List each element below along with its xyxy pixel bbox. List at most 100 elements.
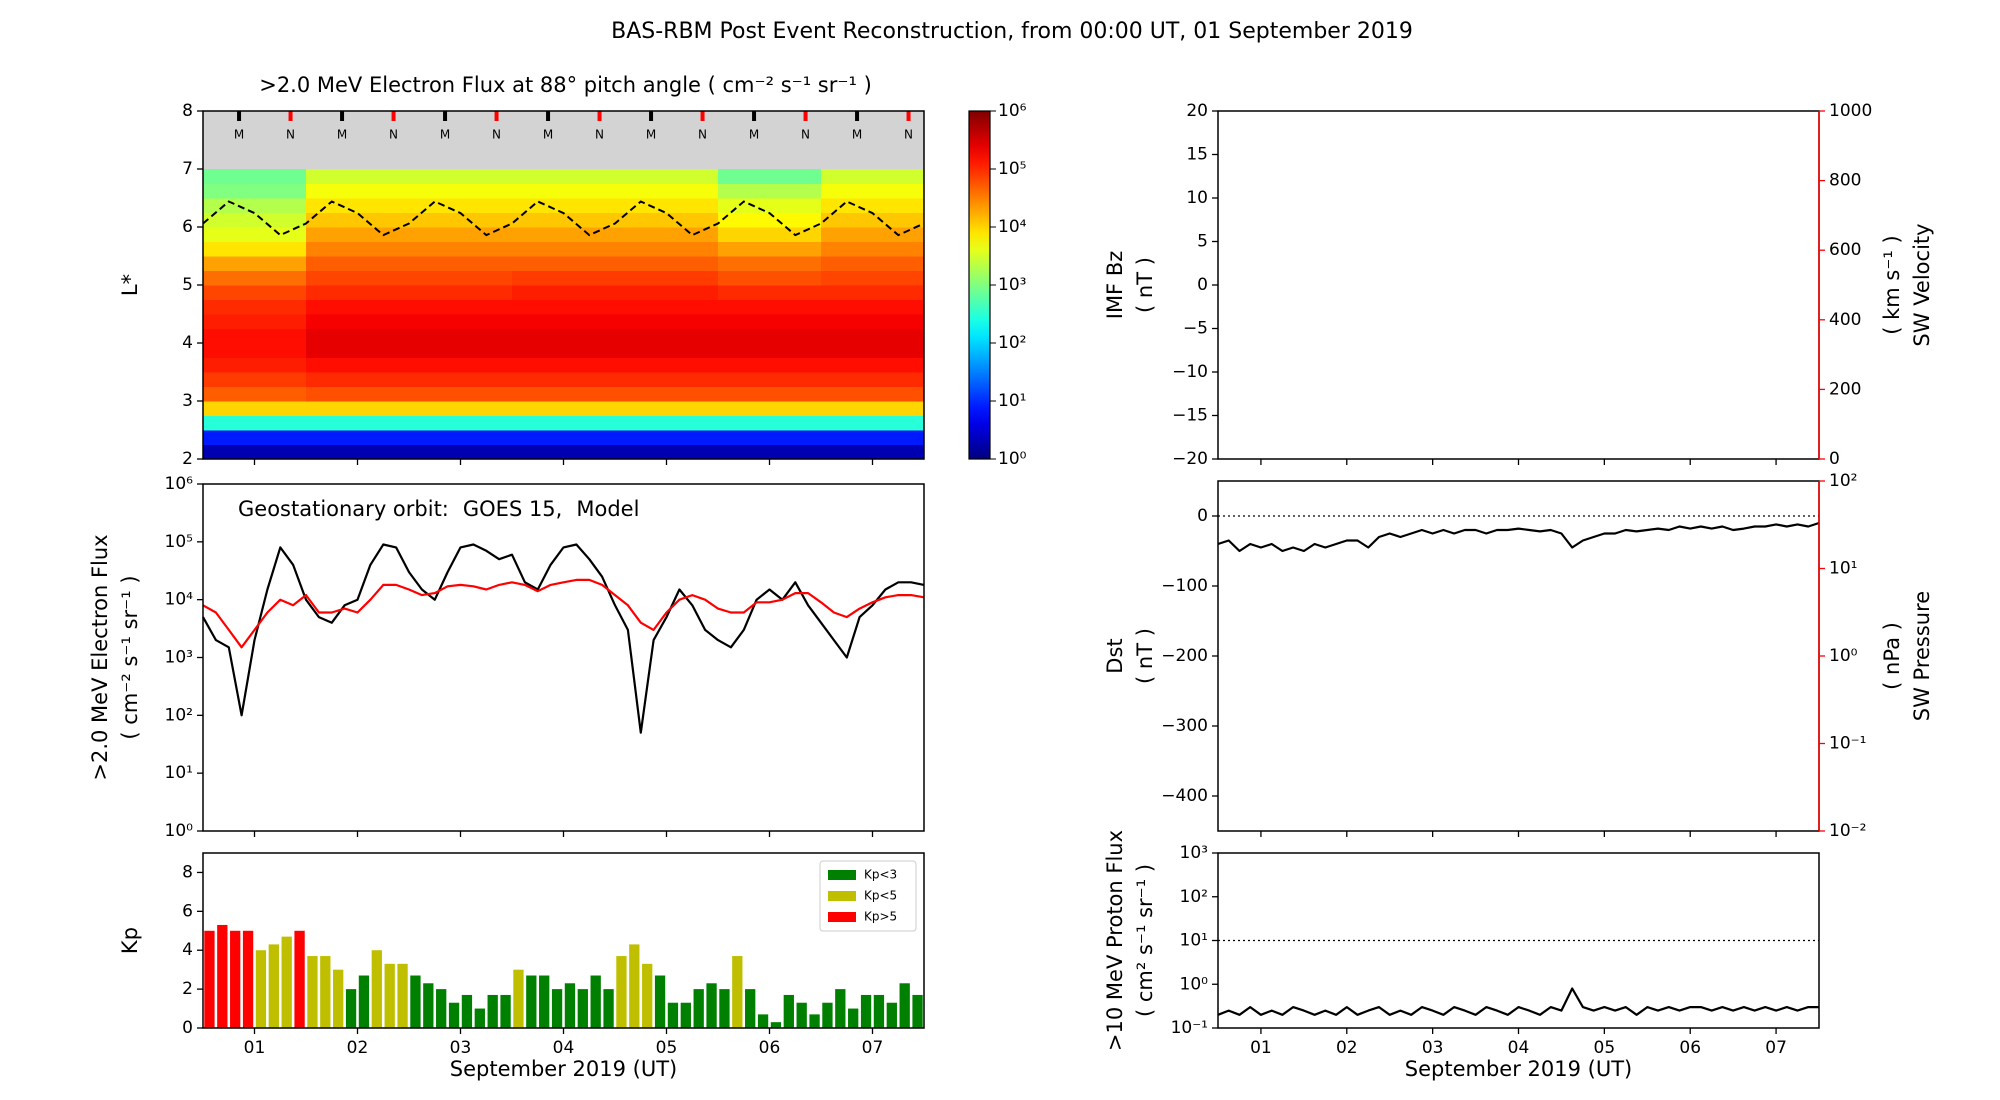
heatmap-cell bbox=[409, 343, 513, 359]
plot-area bbox=[203, 484, 924, 831]
heatmap-cell bbox=[306, 357, 410, 373]
kp-bar bbox=[590, 975, 601, 1028]
heatmap-cell bbox=[512, 372, 616, 388]
heatmap-cell bbox=[718, 241, 822, 257]
y2-axis-label: SW Velocity bbox=[1910, 223, 1934, 346]
heatmap-cell bbox=[409, 212, 513, 228]
kp-bar bbox=[358, 975, 370, 1028]
colorbar-tick-label: 10⁰ bbox=[998, 449, 1027, 469]
kp-bar bbox=[461, 994, 473, 1028]
data-line bbox=[1217, 987, 1819, 1016]
y-tick-label: 5 bbox=[1197, 232, 1208, 252]
heatmap-cell bbox=[821, 386, 925, 402]
kp-bar bbox=[268, 944, 279, 1028]
colorbar-tick-label: 10⁵ bbox=[998, 159, 1026, 179]
kp-bar bbox=[204, 930, 215, 1028]
heatmap-cell bbox=[306, 372, 410, 388]
mlt-label: M bbox=[440, 128, 450, 142]
panel-title: >2.0 MeV Electron Flux at 88° pitch angl… bbox=[259, 73, 872, 97]
heatmap-cell bbox=[718, 270, 822, 286]
heatmap-cell bbox=[821, 198, 925, 214]
plot-area bbox=[1218, 481, 1819, 831]
y-tick-label: −400 bbox=[1161, 786, 1208, 806]
colorbar-tick-label: 10⁴ bbox=[998, 217, 1027, 237]
x-tick-label: 07 bbox=[862, 1038, 884, 1058]
kp-bar bbox=[822, 1002, 833, 1028]
heatmap-cell bbox=[203, 415, 307, 431]
kp-bar bbox=[680, 1002, 691, 1028]
kp-bar bbox=[448, 1002, 460, 1028]
x-tick-label: 02 bbox=[1336, 1038, 1358, 1058]
heatmap-cell bbox=[409, 314, 513, 330]
y-tick-label: −5 bbox=[1183, 319, 1208, 339]
x-tick-label: 06 bbox=[1679, 1038, 1701, 1058]
heatmap-cell bbox=[409, 285, 513, 301]
kp-bar bbox=[667, 1002, 679, 1028]
heatmap-cell bbox=[203, 386, 307, 402]
kp-bar bbox=[848, 1008, 859, 1028]
kp-bar bbox=[629, 944, 640, 1028]
y-tick-label: 10⁴ bbox=[165, 590, 194, 610]
y2-tick-label: 800 bbox=[1829, 171, 1861, 191]
x-tick-label: 02 bbox=[347, 1038, 369, 1058]
y-tick-label: 10⁰ bbox=[165, 821, 194, 841]
heatmap-cell bbox=[203, 328, 307, 344]
heatmap-cell bbox=[718, 285, 822, 301]
kp-bar bbox=[255, 950, 267, 1028]
heatmap-cell bbox=[203, 270, 307, 286]
y-tick-label: 2 bbox=[182, 979, 193, 999]
heatmap-cell bbox=[821, 415, 925, 431]
heatmap-cell bbox=[718, 401, 822, 417]
y2-tick-label: 10⁻² bbox=[1829, 821, 1866, 841]
y-tick-label: 7 bbox=[182, 159, 193, 179]
mlt-label: M bbox=[234, 128, 244, 142]
y2-tick-label: 1000 bbox=[1829, 101, 1872, 121]
annotation: GOES 15, bbox=[463, 497, 562, 521]
x-axis-label: September 2019 (UT) bbox=[1405, 1057, 1632, 1081]
y-tick-label: 10³ bbox=[165, 648, 193, 668]
y2-tick-label: 400 bbox=[1829, 310, 1861, 330]
kp-bar bbox=[770, 1022, 782, 1028]
heatmap-cell bbox=[615, 285, 719, 301]
heatmap-cell bbox=[306, 299, 410, 315]
heatmap-cell bbox=[821, 183, 925, 199]
kp-bar bbox=[539, 975, 550, 1028]
heatmap-cell bbox=[306, 183, 410, 199]
y-tick-label: 0 bbox=[1197, 506, 1208, 526]
heatmap-cell bbox=[306, 415, 410, 431]
heatmap-cell bbox=[409, 430, 513, 446]
kp-bar bbox=[307, 956, 318, 1028]
plot-area bbox=[1218, 111, 1819, 459]
data-line bbox=[202, 543, 925, 734]
y-tick-label: −10 bbox=[1172, 362, 1208, 382]
kp-bar bbox=[873, 994, 885, 1028]
data-line bbox=[202, 578, 925, 649]
heatmap-cell bbox=[409, 256, 513, 272]
heatmap-cell bbox=[512, 241, 616, 257]
y2-axis-label: ( km s⁻¹ ) bbox=[1880, 235, 1904, 334]
heatmap-cell bbox=[203, 299, 307, 315]
drift-shell-boundary bbox=[202, 200, 925, 237]
heatmap-cell bbox=[615, 372, 719, 388]
mlt-label: M bbox=[852, 128, 862, 142]
heatmap-cell bbox=[615, 357, 719, 373]
heatmap-cell bbox=[821, 343, 925, 359]
y-tick-label: 0 bbox=[182, 1018, 193, 1038]
heatmap-cell bbox=[615, 169, 719, 185]
y-tick-label: 10⁵ bbox=[165, 532, 193, 552]
heatmap-cell bbox=[718, 372, 822, 388]
x-tick-label: 04 bbox=[1508, 1038, 1530, 1058]
y2-tick-label: 0 bbox=[1829, 449, 1840, 469]
y-axis-label: Kp bbox=[118, 927, 142, 954]
heatmap-cell bbox=[203, 285, 307, 301]
heatmap-cell bbox=[821, 328, 925, 344]
x-tick-label: 05 bbox=[1594, 1038, 1616, 1058]
heatmap-cell bbox=[409, 444, 513, 460]
kp-bar bbox=[500, 994, 511, 1028]
mlt-label: N bbox=[595, 128, 604, 142]
heatmap-cell bbox=[409, 183, 513, 199]
heatmap-cell bbox=[512, 415, 616, 431]
heatmap-cell bbox=[409, 401, 513, 417]
x-tick-label: 01 bbox=[244, 1038, 266, 1058]
kp-bar bbox=[217, 924, 228, 1028]
